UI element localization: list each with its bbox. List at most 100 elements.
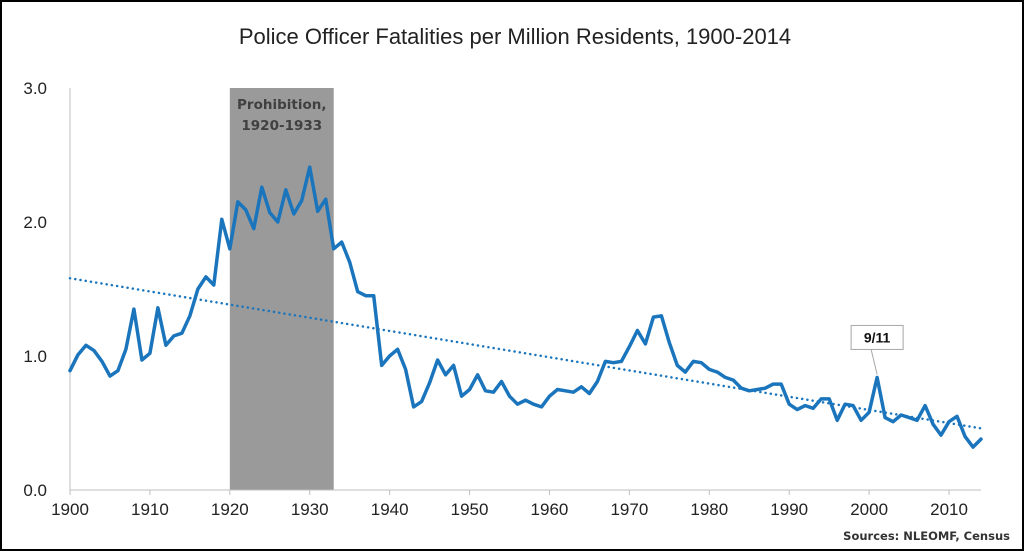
data-point [788,403,790,405]
data-point [85,344,87,346]
data-point [916,419,918,421]
data-point [956,415,958,417]
data-point [756,388,758,390]
annotation-callout: 9/11 [850,324,904,375]
x-tick-label: 1950 [451,500,489,519]
x-tick-label: 1940 [371,500,409,519]
data-point [253,228,255,230]
prohibition-band [229,88,334,490]
data-point [652,316,654,318]
data-point [684,371,686,373]
data-point [540,406,542,408]
data-point [836,419,838,421]
data-point [309,166,311,168]
data-point [205,276,207,278]
prohibition-label-line2: 1920-1933 [241,118,322,134]
data-point [932,423,934,425]
data-point [341,241,343,243]
data-point [708,368,710,370]
data-point [604,360,606,362]
x-tick-label: 2000 [850,500,888,519]
data-point [892,420,894,422]
data-point [644,343,646,345]
data-point [884,416,886,418]
data-point [556,388,558,390]
data-point [181,332,183,334]
data-point [213,284,215,286]
data-point [141,359,143,361]
data-point [596,380,598,382]
data-point [165,344,167,346]
data-point [924,404,926,406]
data-point [900,414,902,416]
data-point [173,335,175,337]
data-point [908,416,910,418]
annotation-leader-line [870,349,878,375]
data-point [348,261,350,263]
data-point [532,403,534,405]
series-line [68,165,983,449]
data-point [724,376,726,378]
data-point [229,248,231,250]
data-point [508,395,510,397]
data-point [420,400,422,402]
prohibition-label-line1: Prohibition, [237,97,326,113]
data-point [364,295,366,297]
data-point [524,399,526,401]
data-point [77,353,79,355]
chart-title: Police Officer Fatalities per Million Re… [239,24,791,49]
data-point [612,362,614,364]
data-point [700,362,702,364]
x-tick-label: 2010 [930,500,968,519]
data-point [828,398,830,400]
data-point [980,438,982,440]
data-point [500,380,502,382]
data-point [748,390,750,392]
x-tick-label: 1910 [131,500,169,519]
data-point [301,199,303,201]
data-point [380,364,382,366]
data-point [780,383,782,385]
data-point [101,360,103,362]
data-point [964,435,966,437]
y-tick-label: 3.0 [23,79,47,98]
x-tick-label: 1930 [291,500,329,519]
data-point [277,221,279,223]
data-point [692,360,694,362]
data-point [285,189,287,191]
data-point [149,352,151,354]
data-point [812,407,814,409]
x-tick-label: 1990 [770,500,808,519]
data-point [237,201,239,203]
x-tick-label: 1900 [51,500,89,519]
data-point [468,388,470,390]
data-point [428,382,430,384]
data-point [940,434,942,436]
data-point [660,315,662,317]
data-point [972,446,974,448]
data-point [636,329,638,331]
data-point [764,387,766,389]
data-point [269,211,271,213]
data-point [125,348,127,350]
data-point [564,390,566,392]
data-point [476,374,478,376]
data-point [620,360,622,362]
data-point [676,364,678,366]
data-point [452,364,454,366]
data-point [852,404,854,406]
y-tick-label: 0.0 [23,481,47,500]
data-point [740,387,742,389]
data-point [317,210,319,212]
data-point [333,248,335,250]
data-point [492,391,494,393]
data-point [820,398,822,400]
source-note: Sources: NLEOMF, Census [843,529,1010,543]
x-tick-label: 1920 [211,500,249,519]
data-point [484,390,486,392]
data-point [868,411,870,413]
data-point [436,359,438,361]
data-point [221,218,223,220]
